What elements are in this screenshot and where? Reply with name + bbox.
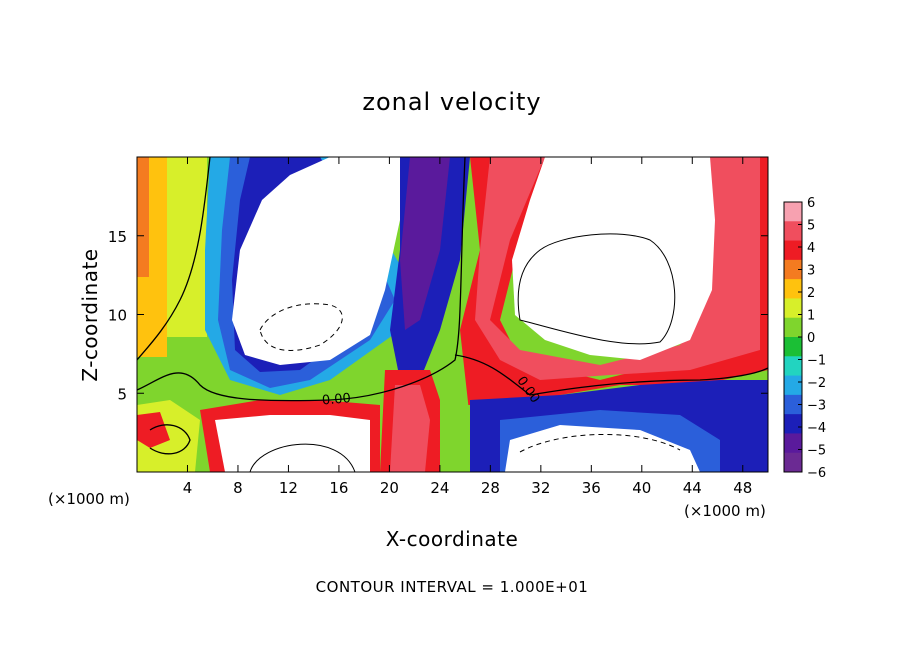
colorbar-label: 1 — [807, 309, 815, 324]
colorbar-swatch — [784, 259, 802, 280]
colorbar-swatch — [784, 221, 802, 242]
colorbar-label: 0 — [807, 331, 815, 346]
contour-line — [454, 354, 768, 396]
contour-line — [517, 233, 676, 345]
colorbar-swatch — [784, 356, 802, 377]
colorbar-swatch — [784, 279, 802, 299]
contour-line — [519, 434, 681, 453]
contour-label: 0.00 — [321, 391, 351, 408]
colorbar-label: −4 — [807, 421, 826, 436]
x-tick-label: 4 — [183, 479, 193, 497]
x-tick-label: 32 — [531, 479, 550, 497]
x-tick-label: 8 — [233, 479, 243, 497]
x-tick-label: 20 — [380, 479, 399, 497]
contour-line — [137, 157, 466, 402]
y-tick-label: 15 — [108, 228, 127, 246]
contour-lines — [137, 157, 768, 472]
x-tick-label: 44 — [683, 479, 702, 497]
colorbar-label: −1 — [807, 354, 826, 369]
x-tick-label: 24 — [430, 479, 449, 497]
colorbar-label: −6 — [807, 466, 826, 481]
colorbar-swatch — [784, 337, 802, 357]
colorbar-swatch — [784, 298, 802, 319]
y-tick-label: 10 — [108, 307, 127, 325]
colorbar-swatch — [784, 394, 802, 415]
colorbar-label: −5 — [807, 444, 826, 459]
x-unit-label-right: (×1000 m) — [684, 502, 766, 520]
x-tick-label: 12 — [279, 479, 298, 497]
y-axis: 5 10 15 — [108, 228, 768, 403]
x-tick-label: 48 — [733, 479, 752, 497]
x-tick-label: 36 — [582, 479, 601, 497]
colorbar-swatch — [784, 414, 802, 434]
heatmap-field — [137, 157, 768, 472]
colorbar-label: 5 — [807, 219, 815, 234]
y-tick-label: 5 — [117, 385, 127, 403]
colorbar-label: 2 — [807, 286, 815, 301]
x-tick-label: 40 — [632, 479, 651, 497]
contour-interval-note: CONTOUR INTERVAL = 1.000E+01 — [315, 578, 589, 596]
x-unit-label-left: (×1000 m) — [48, 490, 130, 508]
contour-line — [137, 157, 211, 361]
contour-line — [249, 443, 356, 472]
chart-title: zonal velocity — [362, 88, 542, 116]
colorbar-swatch — [784, 240, 802, 261]
colorbar-swatch — [784, 375, 802, 396]
colorbar-label: 6 — [807, 196, 815, 211]
x-tick-label: 28 — [481, 479, 500, 497]
colorbar: 6 5 4 3 2 1 0 −1 −2 −3 −4 −5 −6 — [783, 196, 826, 481]
colorbar-label: 3 — [807, 264, 815, 279]
colorbar-swatch — [784, 317, 802, 338]
colorbar-label: 4 — [807, 241, 815, 256]
colorbar-label: −3 — [807, 399, 826, 414]
colorbar-label: −2 — [807, 376, 826, 391]
contour-line — [149, 424, 191, 455]
colorbar-swatch — [784, 452, 802, 473]
x-axis-label: X-coordinate — [385, 527, 519, 551]
contour-line — [259, 303, 343, 351]
x-axis: 4 8 12 16 20 24 28 32 36 40 44 48 — [183, 157, 752, 497]
colorbar-swatch — [784, 202, 802, 222]
colorbar-swatch — [784, 433, 802, 454]
x-tick-label: 16 — [329, 479, 348, 497]
